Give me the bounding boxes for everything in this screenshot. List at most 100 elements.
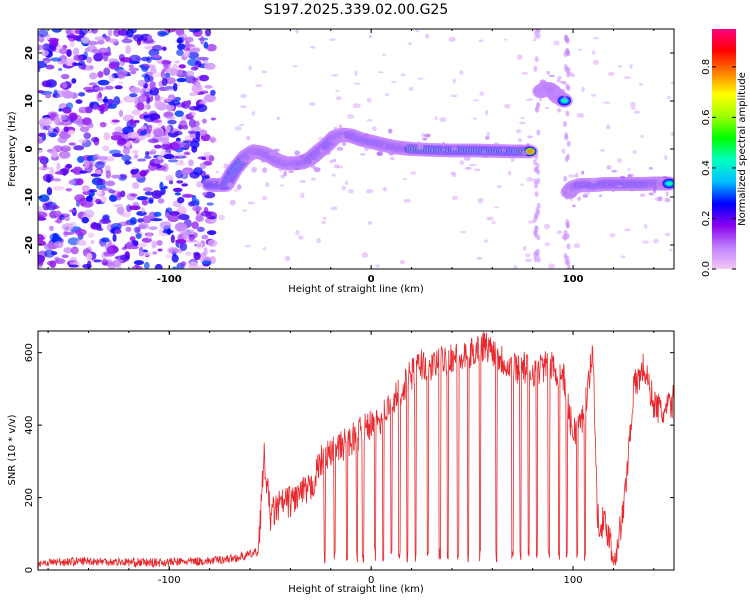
streak-mark [564, 134, 569, 141]
noise-blob [202, 118, 207, 124]
ridge-fringe [582, 194, 589, 198]
noise-blob [66, 49, 72, 57]
spectrogram-ylabel: Frequency (Hz) [7, 111, 18, 187]
noise-blob [60, 145, 72, 152]
noise-blob [43, 124, 51, 131]
ridge-fringe [463, 155, 471, 161]
ridge-fringe [598, 194, 603, 197]
noise-blob [642, 240, 649, 244]
noise-blob [41, 167, 47, 171]
y-tick-label: 10 [24, 94, 35, 108]
ridge-fringe [527, 135, 534, 139]
noise-blob [83, 201, 93, 208]
noise-blob [51, 148, 57, 156]
ridge-fringe [590, 177, 597, 184]
noise-blob [128, 64, 134, 68]
noise-blob [148, 197, 154, 202]
ridge-fringe [544, 106, 550, 110]
noise-blob [195, 241, 204, 250]
noise-blob [124, 35, 129, 41]
noise-blob [154, 263, 163, 269]
noise-blob [264, 182, 270, 188]
noise-blob [46, 174, 52, 183]
noise-blob [638, 83, 644, 86]
noise-blob [90, 221, 99, 229]
noise-blob [83, 51, 88, 59]
noise-blob [191, 112, 196, 116]
noise-blob [215, 170, 219, 174]
noise-blob [118, 128, 124, 132]
noise-blob [172, 187, 183, 193]
noise-blob [261, 195, 268, 201]
noise-blob [472, 117, 478, 120]
noise-blob [591, 50, 596, 55]
noise-blob [251, 111, 255, 116]
ridge-fringe [268, 150, 276, 157]
ridge-fringe [422, 137, 428, 141]
noise-blob [87, 232, 95, 238]
snr-ticks: -100 0 100 0 200 400 600 [24, 331, 674, 586]
noise-blob [209, 249, 216, 253]
ridge-fringe [311, 159, 316, 164]
noise-blob [88, 189, 98, 193]
noise-blob [68, 142, 77, 146]
noise-blob [56, 162, 61, 172]
noise-blob [295, 229, 300, 235]
ridge-fringe [294, 150, 301, 156]
noise-blob [131, 109, 141, 116]
streak-mark [563, 94, 568, 101]
noise-blob [140, 169, 147, 177]
noise-blob [203, 62, 216, 70]
ridge-fringe [562, 81, 567, 85]
noise-blob [192, 77, 199, 81]
noise-blob [148, 226, 158, 231]
ridge-fringe [616, 184, 623, 188]
noise-blob [73, 145, 85, 151]
noise-blob [146, 232, 153, 240]
noise-blob [629, 63, 633, 70]
cb-tick-label: 0.2 [701, 211, 712, 227]
noise-blob [92, 153, 100, 161]
noise-blob [60, 119, 73, 126]
ridge-fringe [424, 133, 431, 138]
noise-blob [121, 154, 132, 162]
noise-blob [140, 130, 147, 136]
colorbar: 0.0 0.2 0.4 0.6 0.8 Normalized spectral ampl… [701, 29, 748, 277]
noise-blob [390, 80, 397, 83]
noise-blob [164, 97, 173, 103]
noise-blob [491, 221, 496, 225]
noise-blob [607, 71, 615, 76]
noise-blob [38, 29, 49, 38]
noise-blob [80, 35, 90, 44]
noise-blob [184, 40, 190, 49]
noise-blob [176, 69, 184, 78]
noise-blob [79, 170, 88, 174]
noise-blob [93, 52, 104, 62]
noise-blob [477, 197, 484, 204]
noise-blob [85, 89, 94, 93]
noise-blob [507, 170, 512, 176]
streak-mark [533, 212, 538, 219]
ridge-fringe [451, 146, 458, 151]
noise-blob [38, 62, 41, 69]
ridge-fringe [349, 128, 353, 131]
noise-blob [117, 29, 129, 36]
noise-blob [180, 169, 191, 175]
ridge-fringe [619, 175, 626, 179]
streak-mark [566, 140, 571, 147]
noise-blob [200, 35, 205, 45]
noise-blob [159, 221, 172, 229]
noise-blob [94, 36, 106, 41]
noise-blob [476, 256, 483, 260]
streak-mark [566, 85, 571, 92]
noise-blob [218, 214, 226, 221]
noise-blob [168, 248, 180, 254]
noise-blob [42, 202, 50, 211]
noise-blob [133, 260, 144, 266]
noise-blob [171, 254, 179, 263]
noise-blob [160, 137, 170, 145]
noise-blob [97, 79, 110, 86]
spectrogram-frame [37, 28, 675, 270]
noise-blob [49, 205, 60, 210]
noise-blob [53, 89, 58, 97]
